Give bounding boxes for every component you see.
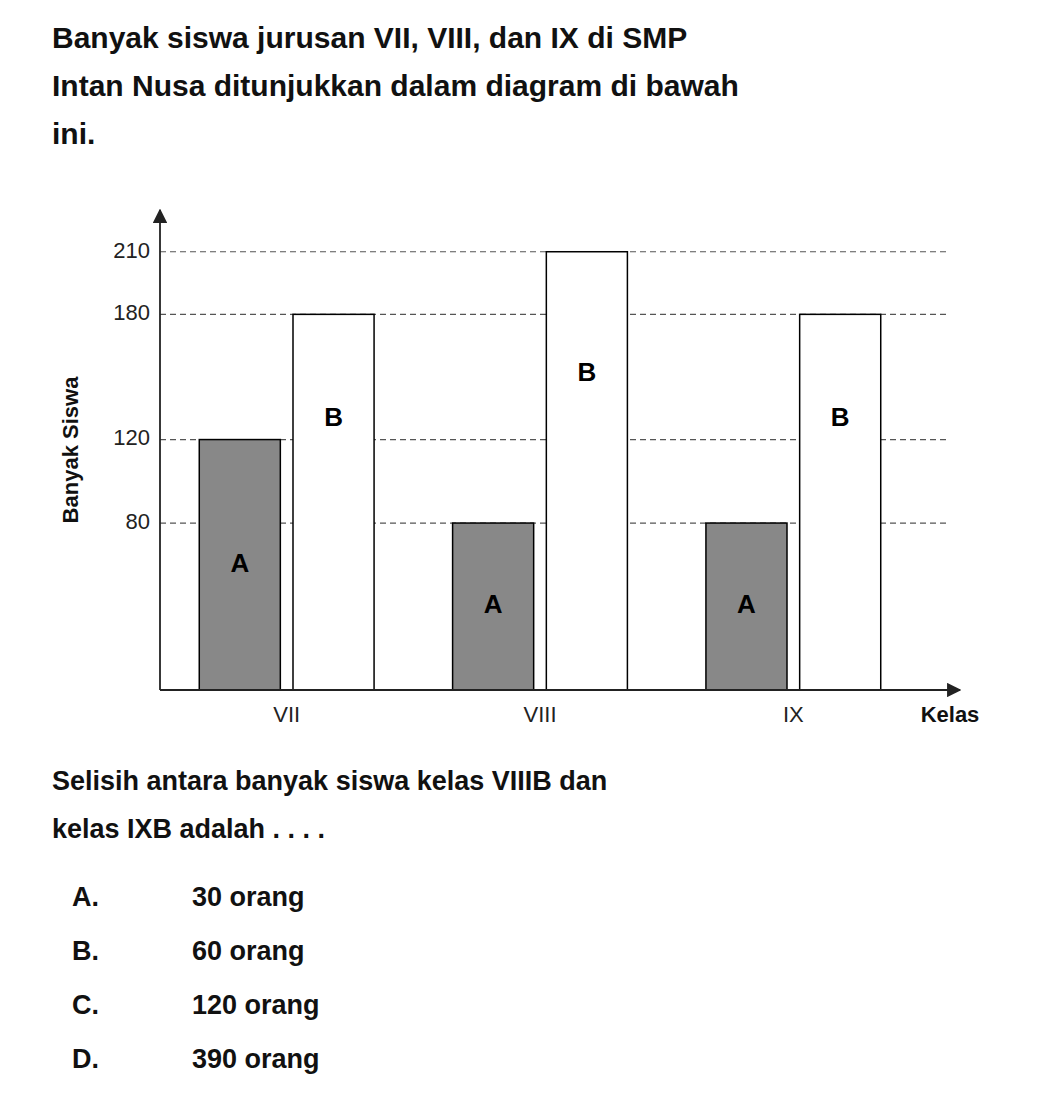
- bar-series-label: B: [577, 357, 596, 387]
- bar-series-label: A: [484, 589, 503, 619]
- bar-series-label: B: [831, 402, 850, 432]
- y-tick-label: 80: [126, 509, 150, 534]
- y-axis-label: Banyak Siswa: [58, 376, 83, 524]
- figure: Banyak siswa jurusan VII, VIII, dan IX d…: [0, 0, 1039, 1114]
- option-letter: D.: [72, 1044, 99, 1074]
- x-tick-label: VII: [273, 702, 300, 727]
- y-axis-line: [159, 210, 161, 690]
- y-tick-label: 210: [113, 238, 150, 263]
- bars: [199, 252, 880, 690]
- option-letter: A.: [72, 882, 99, 912]
- option-text: 120 orang: [192, 990, 320, 1020]
- title-line: ini.: [52, 117, 95, 150]
- annotations: Selisih antara banyak siswa kelas VIIIB …: [52, 766, 607, 1074]
- y-tick-label: 120: [113, 425, 150, 450]
- question-line: kelas IXB adalah . . . .: [52, 814, 325, 844]
- title-line: Intan Nusa ditunjukkan dalam diagram di …: [52, 69, 739, 102]
- chart-container: Banyak siswa jurusan VII, VIII, dan IX d…: [0, 0, 1039, 1114]
- option-letter: B.: [72, 936, 99, 966]
- y-tick-label: 180: [113, 300, 150, 325]
- bar-series-label: A: [737, 589, 756, 619]
- x-tick-label: VIII: [523, 702, 556, 727]
- bar: [706, 523, 787, 690]
- bar: [199, 440, 280, 690]
- bar: [546, 252, 627, 690]
- option-letter: C.: [72, 990, 99, 1020]
- option-text: 390 orang: [192, 1044, 320, 1074]
- axes: 80 120 180 210 VII VIII IX Kelas Banyak Siswa: [58, 210, 979, 727]
- x-axis-label: Kelas: [921, 702, 980, 727]
- title: Banyak siswa jurusan VII, VIII, dan IX d…: [52, 21, 739, 150]
- bar: [293, 314, 374, 690]
- x-tick-label: IX: [783, 702, 804, 727]
- option-text: 60 orang: [192, 936, 305, 966]
- bar-series-label: B: [324, 402, 343, 432]
- bar: [800, 314, 881, 690]
- bar: [453, 523, 534, 690]
- x-axis-line: [160, 689, 960, 691]
- bar-labels: A A A B B B: [230, 357, 849, 619]
- option-text: 30 orang: [192, 882, 305, 912]
- question-line: Selisih antara banyak siswa kelas VIIIB …: [52, 766, 607, 796]
- bar-series-label: A: [230, 548, 249, 578]
- title-line: Banyak siswa jurusan VII, VIII, dan IX d…: [52, 21, 687, 54]
